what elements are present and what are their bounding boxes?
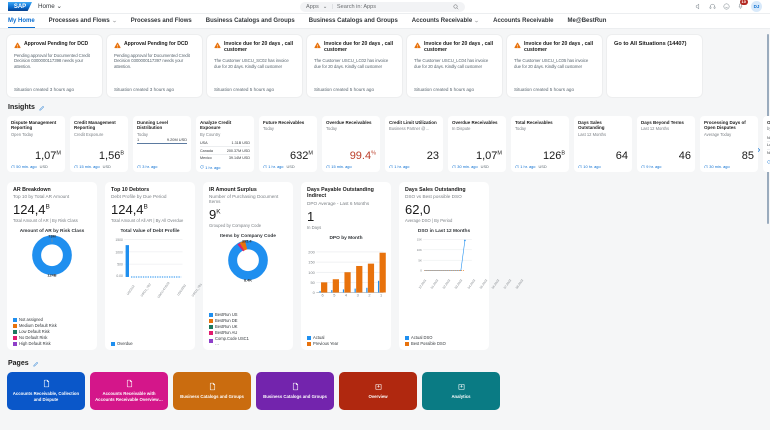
svg-text:15K: 15K <box>417 238 422 242</box>
svg-text:500: 500 <box>117 263 123 267</box>
svg-text:50: 50 <box>310 280 315 285</box>
svg-text:200: 200 <box>308 249 315 254</box>
svg-text:1000: 1000 <box>115 251 123 255</box>
svg-text:3: 3 <box>357 292 359 297</box>
svg-text:6: 6 <box>322 292 324 297</box>
svg-text:100: 100 <box>308 269 315 274</box>
svg-text:73M: 73M <box>48 235 55 239</box>
svg-text:5K: 5K <box>418 259 422 263</box>
svg-text:0.00: 0.00 <box>116 274 123 278</box>
svg-text:2: 2 <box>368 292 370 297</box>
svg-text:5: 5 <box>333 292 335 297</box>
svg-text:124B: 124B <box>47 274 56 278</box>
svg-text:150: 150 <box>308 259 315 264</box>
svg-text:0: 0 <box>420 269 422 273</box>
svg-text:395.4: 395.4 <box>242 240 252 244</box>
svg-text:1500: 1500 <box>115 238 123 242</box>
svg-text:1: 1 <box>380 292 382 297</box>
svg-text:8.4K: 8.4K <box>244 279 252 283</box>
svg-text:0: 0 <box>313 290 316 295</box>
svg-text:10K: 10K <box>417 248 422 252</box>
svg-text:4: 4 <box>345 292 348 297</box>
